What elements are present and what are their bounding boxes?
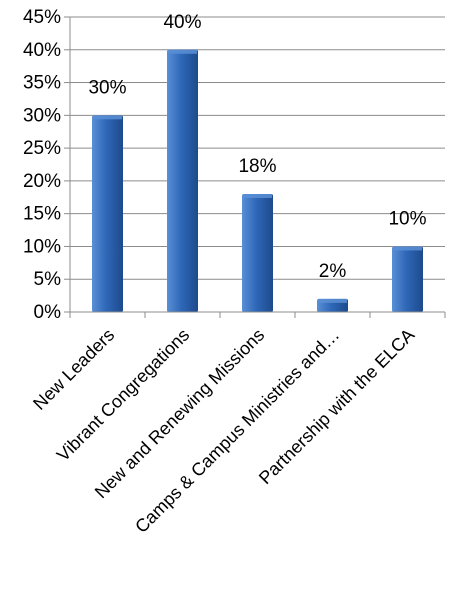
bar <box>392 246 423 312</box>
data-label: 2% <box>319 261 347 282</box>
bars <box>92 49 423 313</box>
bar <box>242 194 273 312</box>
y-tick-label: 5% <box>34 269 62 290</box>
bar-highlight <box>168 49 197 54</box>
axes <box>64 16 446 318</box>
bar <box>92 115 123 312</box>
bar <box>167 49 198 313</box>
bar-highlight <box>318 298 347 303</box>
y-tick-label: 35% <box>23 73 61 94</box>
data-label: 10% <box>388 208 426 229</box>
y-tick-label: 10% <box>23 236 61 257</box>
y-tick-label: 20% <box>23 171 61 192</box>
y-tick-label: 40% <box>23 40 61 61</box>
labels: 0%5%10%15%20%25%30%35%40%45%30%New Leade… <box>23 7 427 537</box>
y-tick-label: 15% <box>23 204 61 225</box>
x-category-label: Vibrant Congregations <box>53 325 194 466</box>
data-label: 40% <box>163 12 201 33</box>
data-label: 18% <box>238 156 276 177</box>
x-category-label: Partnership with the ELCA <box>255 325 418 488</box>
bar-highlight <box>393 246 422 251</box>
y-tick-label: 0% <box>34 302 62 323</box>
bar-highlight <box>93 115 122 120</box>
gridlines <box>70 16 445 313</box>
y-tick-label: 25% <box>23 138 61 159</box>
y-tick-label: 30% <box>23 105 61 126</box>
bar-highlight <box>243 194 272 198</box>
data-label: 30% <box>88 77 126 98</box>
y-tick-label: 45% <box>23 7 61 28</box>
